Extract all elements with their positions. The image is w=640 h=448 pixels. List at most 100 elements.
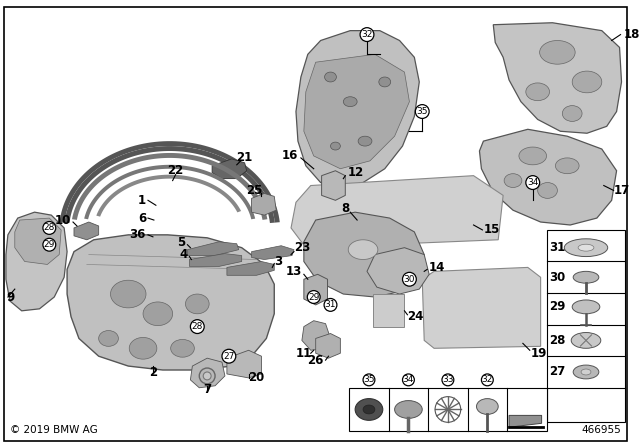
Ellipse shape [564, 239, 608, 257]
Polygon shape [67, 235, 275, 370]
Text: 29: 29 [308, 293, 319, 302]
Polygon shape [367, 248, 429, 294]
Text: 28: 28 [44, 224, 55, 233]
Circle shape [363, 374, 375, 386]
Polygon shape [296, 30, 419, 189]
Polygon shape [316, 333, 340, 358]
Ellipse shape [581, 369, 591, 375]
Polygon shape [373, 294, 404, 327]
Polygon shape [493, 23, 621, 133]
Text: 28: 28 [191, 322, 203, 331]
Polygon shape [479, 129, 616, 225]
Polygon shape [509, 415, 541, 427]
Polygon shape [65, 146, 275, 223]
Polygon shape [227, 262, 275, 276]
Polygon shape [74, 222, 99, 240]
Text: 36: 36 [130, 228, 146, 241]
Ellipse shape [186, 294, 209, 314]
Text: 32: 32 [482, 375, 493, 384]
Text: 29: 29 [550, 300, 566, 313]
Polygon shape [188, 242, 239, 255]
Text: 30: 30 [550, 271, 566, 284]
Text: 5: 5 [177, 236, 186, 249]
Ellipse shape [526, 83, 550, 101]
Text: 10: 10 [55, 214, 71, 227]
Polygon shape [304, 212, 424, 297]
Ellipse shape [99, 331, 118, 346]
Circle shape [360, 28, 374, 42]
Text: 11: 11 [296, 347, 312, 360]
Text: 13: 13 [285, 265, 302, 278]
Circle shape [191, 320, 204, 333]
Ellipse shape [572, 332, 601, 348]
Text: 32: 32 [362, 30, 372, 39]
Text: 29: 29 [44, 240, 55, 249]
Circle shape [222, 349, 236, 363]
Text: 15: 15 [483, 224, 500, 237]
Ellipse shape [519, 147, 547, 165]
Ellipse shape [129, 337, 157, 359]
Text: 12: 12 [348, 166, 364, 179]
Text: 27: 27 [550, 366, 566, 379]
Ellipse shape [143, 302, 173, 326]
Ellipse shape [343, 97, 357, 107]
Polygon shape [60, 141, 280, 223]
Text: 20: 20 [248, 371, 264, 384]
Circle shape [415, 105, 429, 118]
Text: 26: 26 [307, 353, 324, 366]
Ellipse shape [324, 72, 337, 82]
Text: © 2019 BMW AG: © 2019 BMW AG [10, 425, 98, 435]
Text: 17: 17 [614, 184, 630, 197]
Polygon shape [191, 358, 225, 388]
Text: 30: 30 [404, 275, 415, 284]
Ellipse shape [171, 340, 195, 357]
Polygon shape [84, 165, 255, 220]
Text: 24: 24 [408, 310, 424, 323]
Circle shape [442, 374, 454, 386]
Text: 7: 7 [203, 383, 211, 396]
Ellipse shape [358, 136, 372, 146]
Text: 31: 31 [550, 241, 566, 254]
Text: 28: 28 [550, 334, 566, 347]
Text: 16: 16 [282, 150, 298, 163]
Ellipse shape [330, 142, 340, 150]
Ellipse shape [578, 244, 594, 251]
Circle shape [481, 374, 493, 386]
Ellipse shape [348, 240, 378, 259]
Polygon shape [96, 175, 241, 217]
Ellipse shape [538, 183, 557, 198]
Bar [349, 388, 547, 431]
Text: 33: 33 [442, 375, 454, 384]
Polygon shape [189, 254, 242, 267]
Ellipse shape [477, 399, 498, 414]
Polygon shape [304, 274, 328, 305]
Circle shape [403, 272, 416, 286]
Circle shape [43, 221, 56, 234]
Ellipse shape [355, 399, 383, 420]
Text: 35: 35 [417, 107, 428, 116]
Ellipse shape [573, 365, 599, 379]
Ellipse shape [395, 401, 422, 418]
Circle shape [324, 298, 337, 311]
Text: 9: 9 [6, 290, 14, 303]
Ellipse shape [540, 40, 575, 64]
Polygon shape [72, 153, 268, 220]
Text: 35: 35 [364, 375, 374, 384]
Text: 34: 34 [403, 375, 414, 384]
Polygon shape [322, 171, 346, 200]
Polygon shape [291, 176, 503, 248]
Polygon shape [422, 267, 541, 348]
Text: 18: 18 [623, 28, 640, 41]
Polygon shape [252, 194, 276, 215]
Polygon shape [304, 54, 410, 169]
Polygon shape [302, 321, 330, 350]
Polygon shape [227, 350, 261, 378]
Polygon shape [252, 246, 294, 259]
Polygon shape [212, 159, 246, 179]
Text: 25: 25 [246, 184, 262, 197]
Text: 21: 21 [237, 151, 253, 164]
Text: 466955: 466955 [582, 425, 621, 435]
Ellipse shape [572, 300, 600, 314]
Text: 23: 23 [294, 241, 310, 254]
Text: 1: 1 [138, 194, 146, 207]
